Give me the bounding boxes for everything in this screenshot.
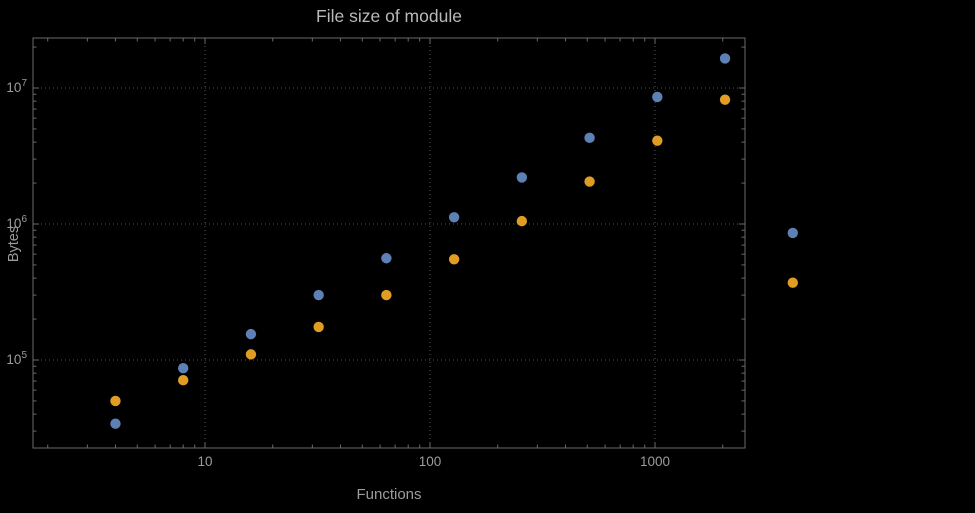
x-tick-label: 10	[197, 454, 212, 469]
data-point	[584, 176, 595, 187]
data-point	[584, 132, 595, 144]
y-tick-label: 107	[6, 78, 27, 95]
grid-lines	[33, 38, 745, 448]
data-point	[448, 212, 460, 223]
data-point	[381, 289, 392, 301]
x-tick-label: 100	[419, 454, 442, 469]
data-point	[110, 395, 121, 407]
data-point	[245, 349, 257, 360]
data-point	[177, 363, 189, 374]
chart-title: File size of module	[316, 6, 462, 26]
data-point	[381, 253, 392, 264]
series-orange-points	[110, 94, 798, 407]
data-point	[516, 215, 528, 227]
data-point	[313, 321, 324, 333]
data-point	[110, 418, 121, 429]
data-point	[652, 135, 663, 146]
data-point	[448, 254, 460, 265]
data-point	[787, 277, 798, 288]
series-blue-points	[110, 53, 798, 429]
data-point	[719, 53, 731, 64]
x-tick-labels: 10 100 1000	[197, 454, 670, 469]
data-point	[516, 172, 528, 183]
plot-frame	[32, 37, 746, 449]
data-point	[719, 94, 731, 105]
data-point	[313, 289, 324, 301]
data-point	[245, 328, 257, 340]
y-tick-labels: 105 106 107	[6, 78, 27, 367]
x-tick-label: 1000	[640, 454, 670, 469]
y-tick-label: 105	[6, 350, 27, 367]
data-point	[652, 91, 663, 103]
data-point	[177, 375, 189, 386]
y-tick-label: 106	[6, 214, 27, 231]
x-axis-label: Functions	[356, 486, 422, 503]
axis-ticks	[33, 38, 745, 448]
data-point	[787, 227, 798, 239]
